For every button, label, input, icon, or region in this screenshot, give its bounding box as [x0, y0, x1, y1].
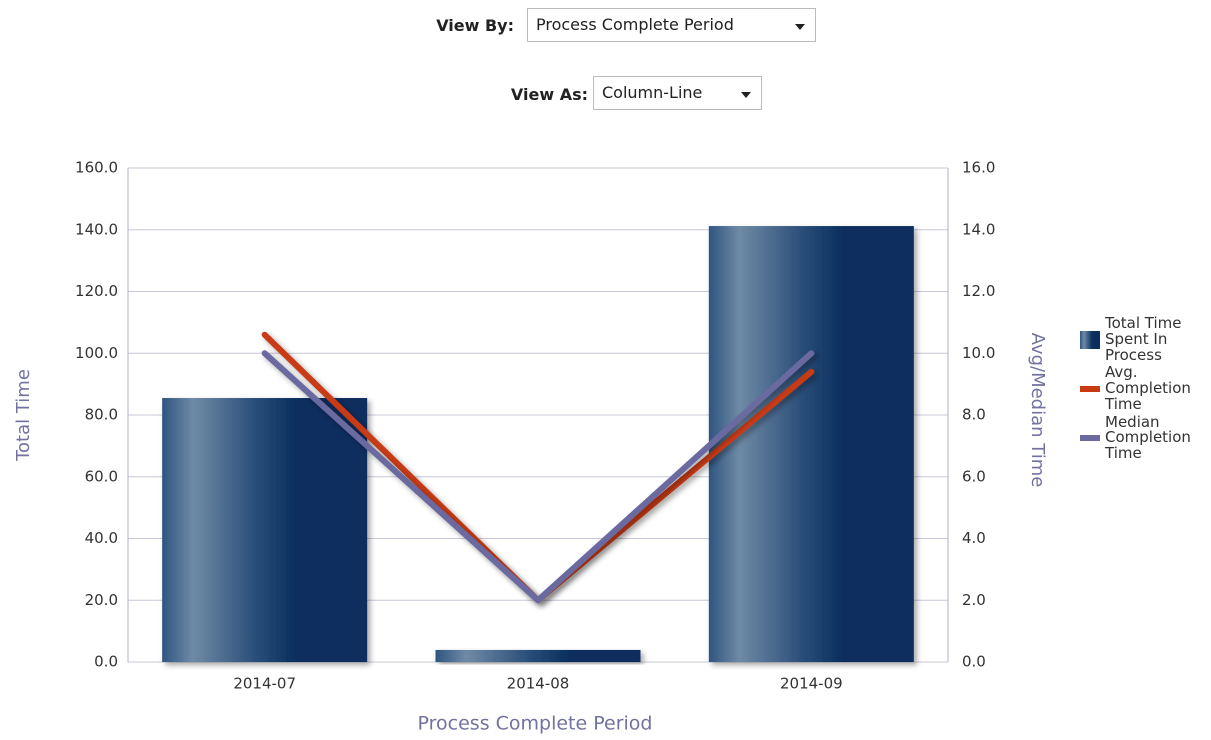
y2-tick-label: 0.0 [962, 653, 986, 671]
legend-label: Avg. Completion Time [1105, 363, 1191, 413]
view-by-select[interactable]: Process Complete Period [527, 8, 816, 42]
x-axis-title: Process Complete Period [418, 713, 653, 735]
legend-swatch [1080, 435, 1100, 442]
y-axis-title: Total Time [13, 369, 34, 462]
y2-tick-label: 16.0 [962, 159, 995, 177]
bar [708, 226, 914, 663]
bar [162, 398, 368, 662]
y-tick-label: 160.0 [75, 159, 118, 177]
y2-tick-label: 2.0 [962, 591, 986, 609]
view-as-label: View As: [510, 85, 588, 104]
legend: Total Time Spent In Process Avg. Completi… [1080, 314, 1210, 464]
legend-label: Median Completion Time [1105, 412, 1191, 462]
legend-item: Median Completion Time [1080, 412, 1210, 462]
view-by-label: View By: [436, 16, 514, 35]
legend-swatch [1080, 330, 1100, 349]
y-tick-label: 120.0 [75, 282, 118, 300]
y2-tick-label: 6.0 [962, 467, 986, 485]
x-tick-label: 2014-08 [507, 675, 570, 693]
y2-axis-title: Avg/Median Time [1027, 333, 1048, 488]
y2-tick-label: 12.0 [962, 282, 995, 300]
legend-label: Total Time Spent In Process [1105, 314, 1182, 364]
y-tick-label: 60.0 [85, 467, 118, 485]
y-tick-label: 20.0 [85, 591, 118, 609]
y-tick-label: 140.0 [75, 220, 118, 238]
y-tick-label: 100.0 [75, 344, 118, 362]
y2-tick-label: 10.0 [962, 344, 995, 362]
line [261, 350, 815, 604]
y-tick-label: 80.0 [85, 406, 118, 424]
legend-item: Total Time Spent In Process [1080, 314, 1210, 364]
x-tick-label: 2014-09 [780, 675, 843, 693]
y2-tick-label: 14.0 [962, 220, 995, 238]
legend-swatch [1080, 385, 1100, 392]
y-tick-label: 40.0 [85, 529, 118, 547]
x-tick-label: 2014-07 [233, 675, 296, 693]
bar [435, 649, 641, 662]
y2-tick-label: 4.0 [962, 529, 986, 547]
y-tick-label: 0.0 [94, 653, 118, 671]
legend-item: Avg. Completion Time [1080, 363, 1210, 413]
view-as-select[interactable]: Column-Line [593, 76, 762, 110]
y2-tick-label: 8.0 [962, 406, 986, 424]
